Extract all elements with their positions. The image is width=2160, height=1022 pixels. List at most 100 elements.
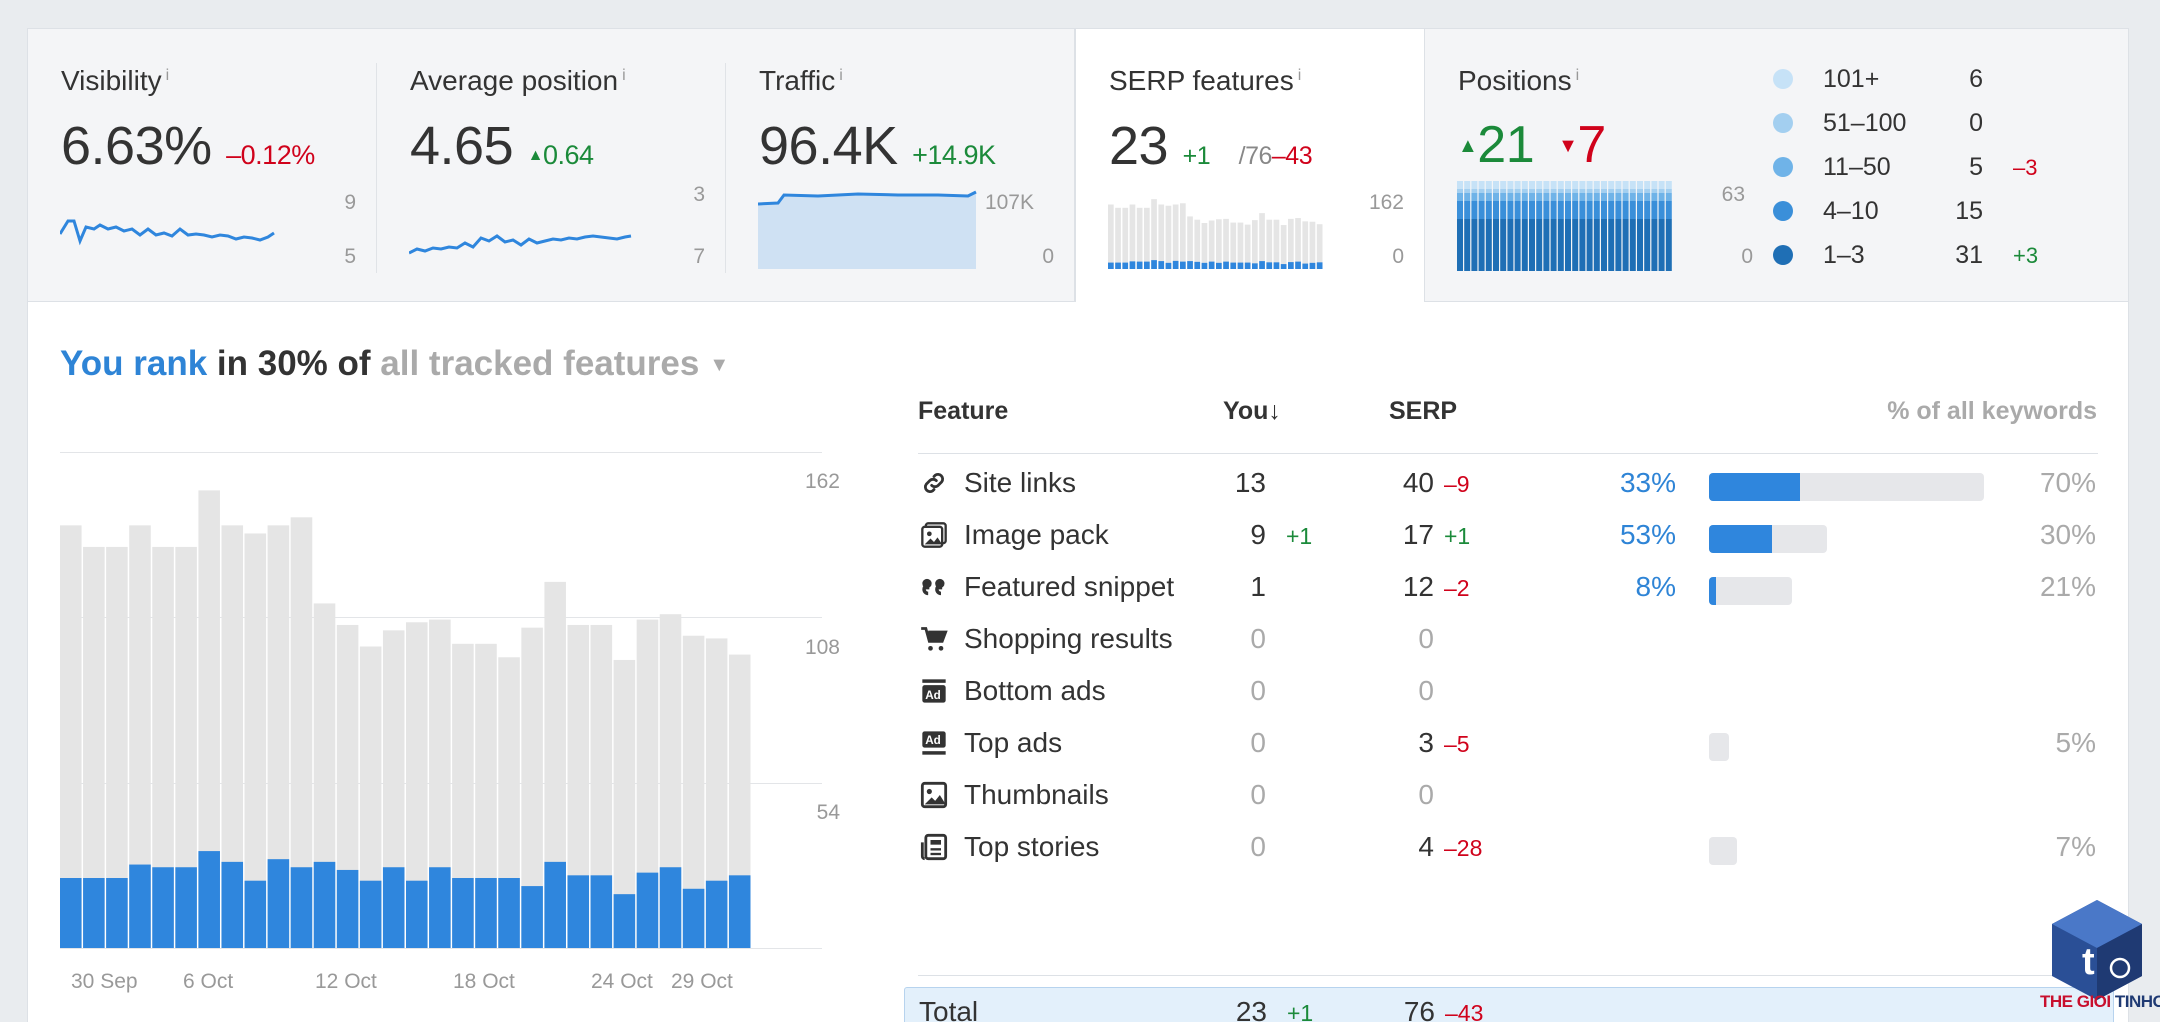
mini-total-bar — [1252, 220, 1258, 269]
info-icon[interactable]: i — [1575, 67, 1580, 84]
table-row[interactable]: Site links 13 40 –9 33% 70% — [916, 459, 2136, 511]
total-features-bar[interactable] — [129, 525, 151, 948]
your-features-bar[interactable] — [129, 864, 151, 948]
total-features-bar[interactable] — [613, 659, 636, 948]
your-features-bar[interactable] — [475, 878, 497, 948]
your-features-bar[interactable] — [60, 878, 82, 948]
mini-total-bar — [1223, 218, 1229, 269]
your-features-bar[interactable] — [221, 861, 244, 948]
positions-card[interactable]: Positions i ▲21 ▼7 63 0 101+ 6 51–100 0 11–50… — [1424, 28, 2129, 302]
your-features-bar[interactable] — [313, 861, 336, 948]
features-filter-dropdown[interactable]: all tracked features ▼ — [380, 344, 729, 383]
total-features-bar[interactable] — [106, 546, 128, 948]
your-features-bar[interactable] — [521, 886, 543, 948]
positions-legend-item[interactable]: 11–50 5 –3 — [1773, 151, 2113, 191]
total-features-bar[interactable] — [682, 635, 705, 948]
your-features-bar[interactable] — [290, 867, 313, 948]
total-features-bar[interactable] — [336, 624, 359, 948]
info-icon[interactable]: i — [1297, 67, 1302, 84]
positions-legend-item[interactable]: 101+ 6 — [1773, 63, 2113, 103]
positions-legend-item[interactable]: 51–100 0 — [1773, 107, 2113, 147]
table-row[interactable]: Featured snippet 1 12 –2 8% 21% — [916, 563, 2136, 615]
visibility-value: 6.63% — [61, 116, 212, 176]
table-row[interactable]: Thumbnails 0 0 — [916, 771, 2136, 823]
total-features-bar[interactable] — [590, 624, 613, 948]
your-features-bar[interactable] — [705, 880, 728, 948]
total-features-bar[interactable] — [705, 638, 728, 948]
traffic-value: 96.4K — [759, 116, 898, 176]
positions-legend-item[interactable]: 4–10 15 — [1773, 195, 2113, 235]
your-features-bar[interactable] — [682, 888, 705, 948]
total-features-bar[interactable] — [244, 533, 267, 948]
traffic-metric[interactable]: Traffic i 96.4K +14.9K 107K 0 — [726, 29, 1076, 303]
your-features-bar[interactable] — [198, 851, 220, 948]
total-features-bar[interactable] — [544, 581, 566, 948]
your-features-bar[interactable] — [613, 894, 636, 948]
total-features-bar[interactable] — [267, 525, 290, 948]
mini-position-bar-segment — [1557, 193, 1564, 201]
your-features-bar[interactable] — [336, 869, 359, 948]
total-features-bar[interactable] — [152, 546, 174, 948]
table-row[interactable]: Top stories 0 4 –28 7% — [916, 823, 2136, 875]
table-row[interactable]: Ad Top ads 0 3 –5 5% — [916, 719, 2136, 771]
mini-position-bar-segment — [1457, 181, 1463, 189]
your-features-bar[interactable] — [406, 880, 428, 948]
total-features-bar[interactable] — [521, 627, 543, 948]
x-tick-label: 18 Oct — [453, 970, 515, 993]
your-features-bar[interactable] — [567, 875, 590, 948]
column-header-serp[interactable]: SERP — [1389, 397, 1458, 425]
your-features-bar[interactable] — [544, 861, 566, 948]
total-features-bar[interactable] — [198, 490, 220, 948]
mini-position-bar-segment — [1658, 189, 1665, 193]
your-features-bar[interactable] — [267, 859, 290, 948]
total-you: 23 — [1235, 996, 1267, 1022]
column-header-percent-keywords[interactable]: % of all keywords — [1887, 397, 2097, 425]
mini-position-bar-segment — [1565, 201, 1571, 219]
mini-total-bar — [1302, 221, 1309, 269]
your-features-bar[interactable] — [152, 867, 174, 948]
serp-features-card[interactable]: SERP features i 23 +1 /76–43 162 0 — [1075, 28, 1425, 303]
traffic-axis-bottom: 0 — [1042, 245, 1054, 268]
your-features-bar[interactable] — [83, 878, 105, 948]
your-features-bar[interactable] — [498, 878, 520, 948]
positions-legend-item[interactable]: 1–3 31 +3 — [1773, 239, 2113, 279]
your-features-bar[interactable] — [382, 867, 405, 948]
visibility-metric[interactable]: Visibility i 6.63% –0.12% 9 5 — [28, 29, 378, 303]
table-row[interactable]: Image pack 9 +1 17 +1 53% 30% — [916, 511, 2136, 563]
serp-features-title: SERP features — [1109, 65, 1294, 96]
total-features-bar[interactable] — [83, 546, 105, 948]
your-features-bar[interactable] — [106, 878, 128, 948]
total-features-bar[interactable] — [429, 619, 451, 948]
total-features-bar[interactable] — [60, 525, 82, 948]
info-icon[interactable]: i — [622, 67, 626, 84]
total-features-bar[interactable] — [659, 614, 682, 948]
total-features-bar[interactable] — [567, 624, 590, 948]
your-features-bar[interactable] — [244, 880, 267, 948]
total-features-bar[interactable] — [452, 643, 474, 948]
total-features-bar[interactable] — [175, 546, 197, 948]
column-header-you[interactable]: You↓ — [1223, 397, 1281, 426]
table-row[interactable]: Ad Bottom ads 0 0 — [916, 667, 2136, 719]
total-features-bar[interactable] — [728, 654, 751, 948]
your-features-bar[interactable] — [728, 875, 751, 948]
your-features-bar[interactable] — [636, 872, 659, 948]
average-position-metric[interactable]: Average position i 4.65 ▲0.64 3 7 — [377, 29, 727, 303]
total-features-bar[interactable] — [359, 646, 382, 948]
info-icon[interactable]: i — [165, 67, 170, 84]
metrics-card-group[interactable]: Visibility i 6.63% –0.12% 9 5 Average pos… — [27, 28, 1075, 302]
total-features-bar[interactable] — [290, 517, 313, 948]
table-row[interactable]: Shopping results 0 0 — [916, 615, 2136, 667]
your-features-bar[interactable] — [359, 880, 382, 948]
your-features-bar[interactable] — [452, 878, 474, 948]
your-features-bar[interactable] — [175, 867, 197, 948]
total-features-bar[interactable] — [406, 622, 428, 948]
keyword-percent: 30% — [2039, 519, 2096, 550]
your-features-bar[interactable] — [659, 867, 682, 948]
total-features-bar[interactable] — [636, 619, 659, 948]
your-features-bar[interactable] — [429, 867, 451, 948]
total-features-bar[interactable] — [221, 525, 244, 948]
info-icon[interactable]: i — [839, 67, 843, 84]
your-features-bar[interactable] — [590, 875, 613, 948]
total-features-bar[interactable] — [475, 643, 497, 948]
total-features-bar[interactable] — [498, 657, 520, 948]
